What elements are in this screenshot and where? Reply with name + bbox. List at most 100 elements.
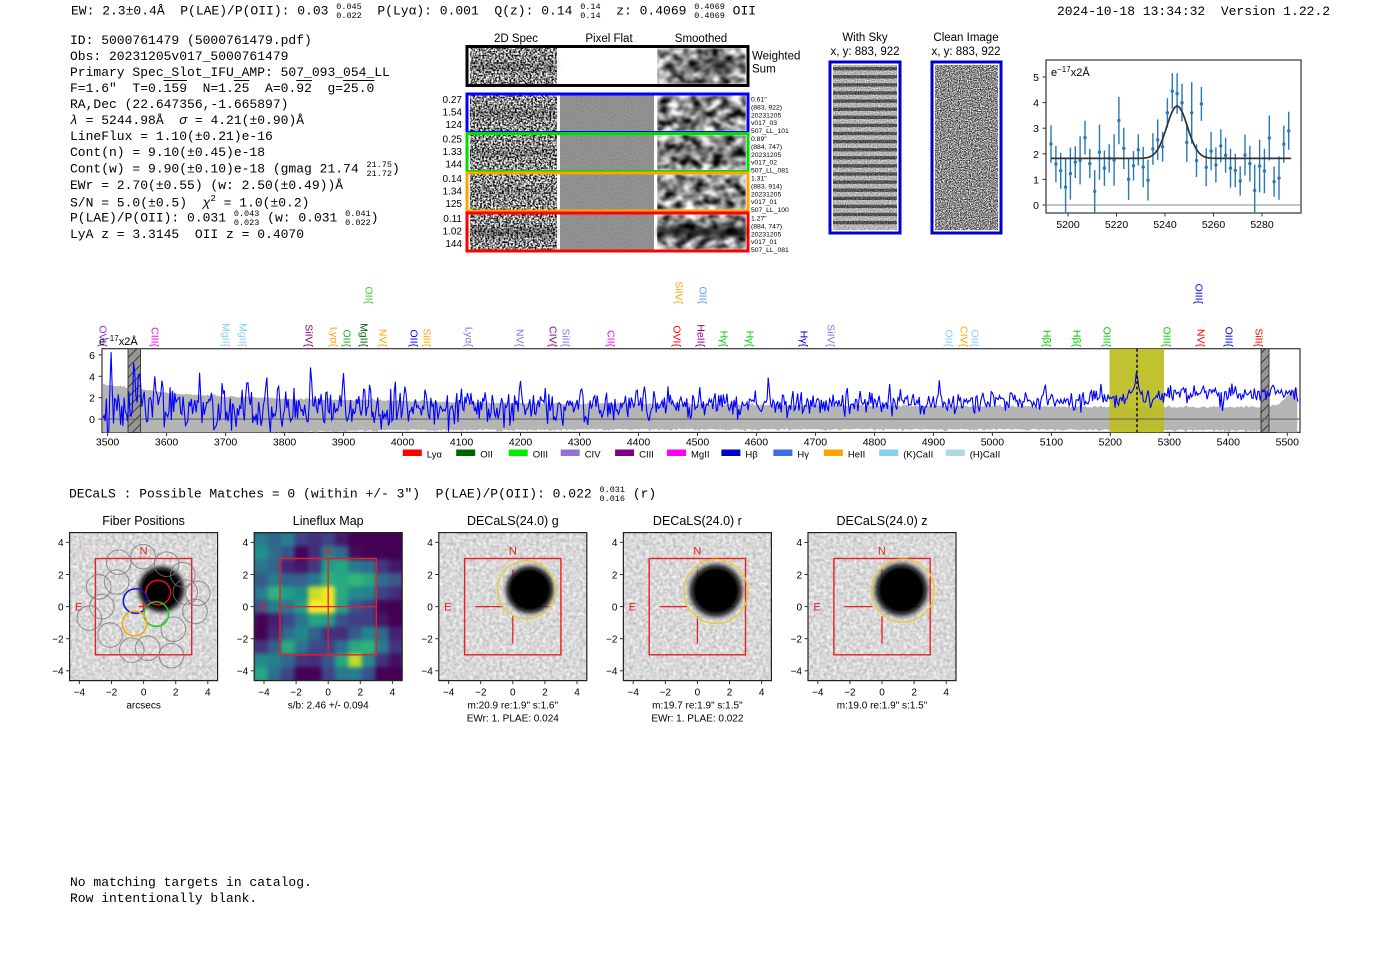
svg-text:Lyα{: Lyα{	[328, 327, 340, 348]
svg-text:4800: 4800	[863, 437, 887, 449]
svg-text:5200: 5200	[1056, 219, 1080, 231]
svg-text:2: 2	[243, 570, 249, 581]
svg-text:SiII{: SiII{	[421, 328, 433, 347]
svg-text:5500: 5500	[1276, 437, 1300, 449]
svg-text:−4: −4	[421, 667, 433, 678]
svg-text:4: 4	[796, 538, 802, 549]
svg-text:125: 125	[445, 199, 462, 210]
svg-text:N: N	[878, 546, 886, 558]
svg-text:x, y: 883, 922: x, y: 883, 922	[931, 46, 1000, 58]
svg-text:v017_01: v017_01	[751, 239, 777, 246]
svg-text:(883, 922): (883, 922)	[751, 104, 782, 111]
svg-text:MgII: MgII	[691, 450, 709, 461]
svg-text:0: 0	[510, 688, 516, 699]
svg-text:EWr: 1. PLAE: 0.022: EWr: 1. PLAE: 0.022	[651, 714, 744, 725]
svg-text:e−17x2Å: e−17x2Å	[99, 334, 138, 348]
svg-text:OII{: OII{	[697, 286, 709, 304]
svg-text:OVI{: OVI{	[97, 325, 109, 347]
svg-text:N: N	[693, 546, 701, 558]
svg-text:0: 0	[58, 602, 64, 613]
svg-text:s/b: 2.46 +/- 0.094: s/b: 2.46 +/- 0.094	[288, 701, 369, 712]
svg-text:6: 6	[89, 350, 95, 362]
svg-text:SiIV{: SiIV{	[303, 324, 315, 347]
svg-text:4: 4	[612, 538, 618, 549]
svg-text:4: 4	[427, 538, 433, 549]
svg-text:0: 0	[796, 602, 802, 613]
svg-text:(883, 914): (883, 914)	[751, 183, 782, 190]
svg-text:4100: 4100	[450, 437, 474, 449]
svg-text:CIV: CIV	[585, 450, 602, 461]
svg-text:1.27": 1.27"	[751, 216, 767, 223]
svg-text:4600: 4600	[745, 437, 769, 449]
svg-text:5100: 5100	[1040, 437, 1064, 449]
svg-text:0.25: 0.25	[443, 135, 463, 146]
svg-text:N: N	[324, 546, 332, 558]
svg-text:144: 144	[445, 239, 462, 250]
svg-text:4900: 4900	[922, 437, 946, 449]
svg-text:x, y: 883, 922: x, y: 883, 922	[830, 46, 899, 58]
svg-text:(K)CaII: (K)CaII	[903, 450, 933, 461]
svg-text:(884, 747): (884, 747)	[751, 144, 782, 151]
svg-text:3: 3	[1033, 123, 1039, 135]
svg-text:2: 2	[358, 688, 364, 699]
svg-text:4: 4	[205, 688, 211, 699]
svg-text:5400: 5400	[1217, 437, 1241, 449]
svg-text:MgII{: MgII{	[237, 323, 249, 347]
svg-text:3600: 3600	[155, 437, 179, 449]
svg-text:0: 0	[879, 688, 885, 699]
svg-text:0.11: 0.11	[443, 214, 462, 225]
svg-text:−2: −2	[290, 688, 302, 699]
svg-text:2: 2	[89, 393, 95, 405]
svg-text:2: 2	[911, 688, 917, 699]
svg-text:OII{: OII{	[408, 329, 420, 347]
svg-text:Lyα{: Lyα{	[463, 327, 475, 348]
svg-text:OII{: OII{	[943, 329, 955, 347]
svg-text:−2: −2	[475, 688, 487, 699]
svg-text:m:19.0 re:1.9" s:1.5": m:19.0 re:1.9" s:1.5"	[837, 701, 928, 712]
svg-text:arcsecs: arcsecs	[126, 701, 160, 712]
svg-text:5260: 5260	[1202, 219, 1226, 231]
svg-text:−2: −2	[52, 635, 64, 646]
svg-text:OIII{: OIII{	[1193, 284, 1205, 305]
svg-text:−4: −4	[237, 667, 249, 678]
svg-text:2: 2	[427, 570, 433, 581]
svg-text:E: E	[75, 602, 82, 614]
svg-text:OIII{: OIII{	[1101, 327, 1113, 348]
svg-text:MgII{: MgII{	[358, 323, 370, 347]
svg-text:Lyα: Lyα	[427, 450, 443, 461]
svg-text:4300: 4300	[568, 437, 592, 449]
svg-text:SiII{: SiII{	[560, 328, 572, 347]
svg-text:2: 2	[727, 688, 733, 699]
svg-text:1.31": 1.31"	[751, 176, 767, 183]
svg-text:NV{: NV{	[377, 329, 389, 348]
svg-text:4: 4	[58, 538, 64, 549]
svg-text:CIII{: CIII{	[149, 327, 161, 347]
svg-text:SiII{: SiII{	[1253, 328, 1265, 347]
svg-text:−2: −2	[606, 635, 618, 646]
svg-text:DECaLS(24.0) z: DECaLS(24.0) z	[836, 514, 927, 528]
svg-text:E: E	[813, 602, 820, 614]
svg-text:OII: OII	[480, 450, 493, 461]
svg-text:Hβ{: Hβ{	[1041, 330, 1053, 348]
svg-text:0: 0	[695, 688, 701, 699]
svg-text:−2: −2	[844, 688, 856, 699]
svg-text:Pixel Flat: Pixel Flat	[585, 33, 633, 45]
svg-text:−2: −2	[791, 635, 803, 646]
svg-text:Hβ{: Hβ{	[1071, 330, 1083, 348]
svg-text:−4: −4	[791, 667, 803, 678]
svg-text:4500: 4500	[686, 437, 710, 449]
svg-text:CIV{: CIV{	[547, 326, 559, 348]
svg-text:Smoothed: Smoothed	[675, 33, 727, 45]
svg-text:3900: 3900	[332, 437, 356, 449]
svg-text:Weighted: Weighted	[752, 51, 800, 63]
svg-text:5200: 5200	[1099, 437, 1123, 449]
svg-text:m:20.9 re:1.9" s:1.6": m:20.9 re:1.9" s:1.6"	[468, 701, 559, 712]
svg-text:5300: 5300	[1158, 437, 1182, 449]
svg-text:144: 144	[445, 160, 462, 171]
svg-text:Hγ{: Hγ{	[744, 331, 756, 348]
svg-text:0: 0	[612, 602, 618, 613]
svg-text:Sum: Sum	[752, 64, 776, 76]
svg-text:4: 4	[243, 538, 249, 549]
svg-text:4: 4	[943, 688, 949, 699]
svg-text:507_LL_101: 507_LL_101	[751, 128, 789, 135]
